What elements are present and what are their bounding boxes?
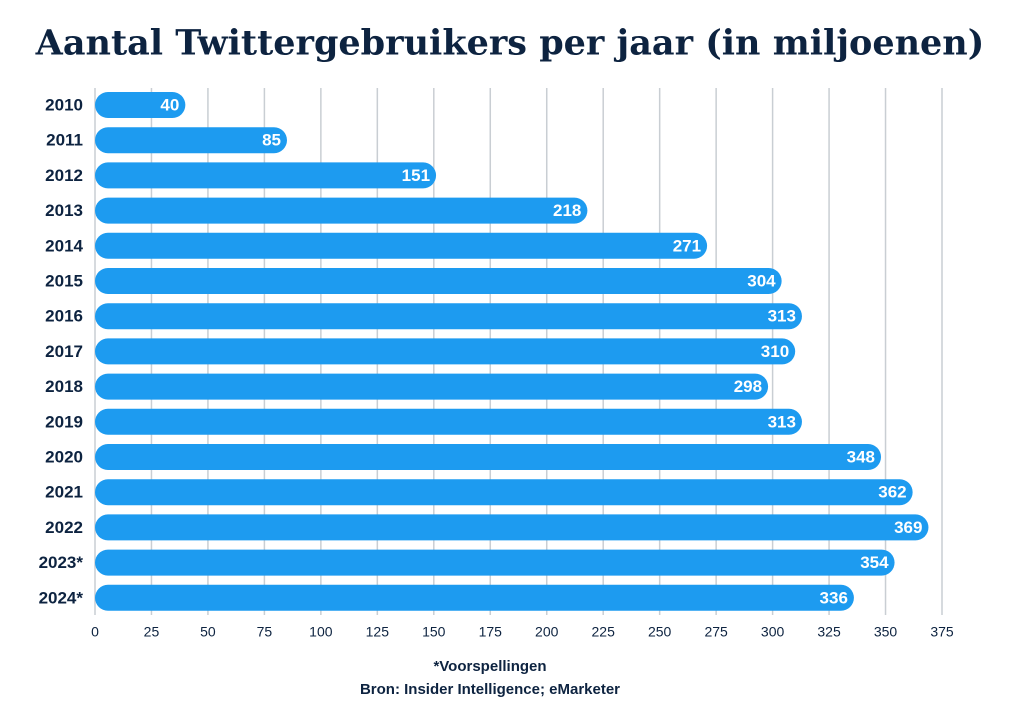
y-tick-label: 2023*: [39, 553, 84, 572]
x-tick-label: 200: [535, 624, 559, 640]
value-label: 310: [761, 342, 789, 361]
x-tick-label: 50: [200, 624, 216, 640]
bar: [95, 514, 929, 541]
value-label: 354: [860, 553, 889, 572]
y-tick-label: 2013: [45, 201, 83, 220]
value-label: 313: [768, 307, 796, 326]
value-label: 40: [160, 95, 179, 114]
y-tick-label: 2012: [45, 166, 83, 185]
bar: [95, 444, 882, 470]
bar: [95, 92, 186, 118]
y-tick-label: 2018: [45, 377, 83, 396]
x-tick-label: 275: [704, 624, 728, 640]
value-label: 313: [768, 412, 796, 431]
bar: [95, 479, 913, 506]
y-tick-label: 2016: [45, 307, 83, 326]
bar: [95, 232, 708, 259]
y-tick-label: 2017: [45, 342, 83, 361]
y-tick-label: 2011: [46, 131, 83, 150]
bar: [95, 584, 854, 611]
value-label: 336: [820, 588, 848, 607]
value-label: 348: [847, 447, 875, 466]
value-label: 298: [734, 377, 762, 396]
bar: [95, 268, 782, 294]
value-label: 151: [402, 166, 430, 185]
x-tick-label: 0: [91, 624, 99, 640]
footnote: *Voorspellingen: [433, 658, 546, 675]
x-tick-label: 100: [309, 624, 333, 640]
y-tick-label: 2015: [45, 271, 83, 290]
x-tick-label: 75: [257, 624, 273, 640]
value-label: 304: [747, 271, 776, 290]
y-tick-label: 2014: [45, 236, 83, 255]
bar: [95, 549, 895, 576]
source: Bron: Insider Intelligence; eMarketer: [360, 681, 620, 698]
bar: [95, 197, 588, 224]
x-tick-label: 325: [817, 624, 841, 640]
x-tick-label: 150: [422, 624, 446, 640]
x-tick-label: 125: [366, 624, 390, 640]
value-label: 362: [878, 483, 906, 502]
x-tick-label: 350: [874, 624, 898, 640]
value-label: 271: [673, 236, 701, 255]
bar: [95, 303, 802, 330]
x-tick-label: 175: [479, 624, 503, 640]
value-label: 85: [262, 131, 281, 150]
y-tick-label: 2020: [45, 447, 83, 466]
bar: [95, 162, 437, 189]
x-tick-label: 375: [930, 624, 954, 640]
x-tick-label: 300: [761, 624, 785, 640]
x-tick-label: 25: [144, 624, 160, 640]
x-tick-label: 250: [648, 624, 672, 640]
x-tick-label: 225: [592, 624, 616, 640]
bar: [95, 127, 287, 154]
bar: [95, 338, 796, 365]
y-tick-label: 2022: [45, 518, 83, 537]
y-tick-label: 2010: [45, 95, 83, 114]
value-label: 218: [553, 201, 581, 220]
y-tick-label: 2024*: [39, 588, 84, 607]
chart-title: Aantal Twittergebruikers per jaar (in mi…: [35, 23, 985, 64]
y-tick-label: 2021: [45, 483, 83, 502]
bar: [95, 408, 802, 435]
value-label: 369: [894, 518, 922, 537]
bar: [95, 373, 769, 400]
y-tick-label: 2019: [45, 412, 83, 431]
